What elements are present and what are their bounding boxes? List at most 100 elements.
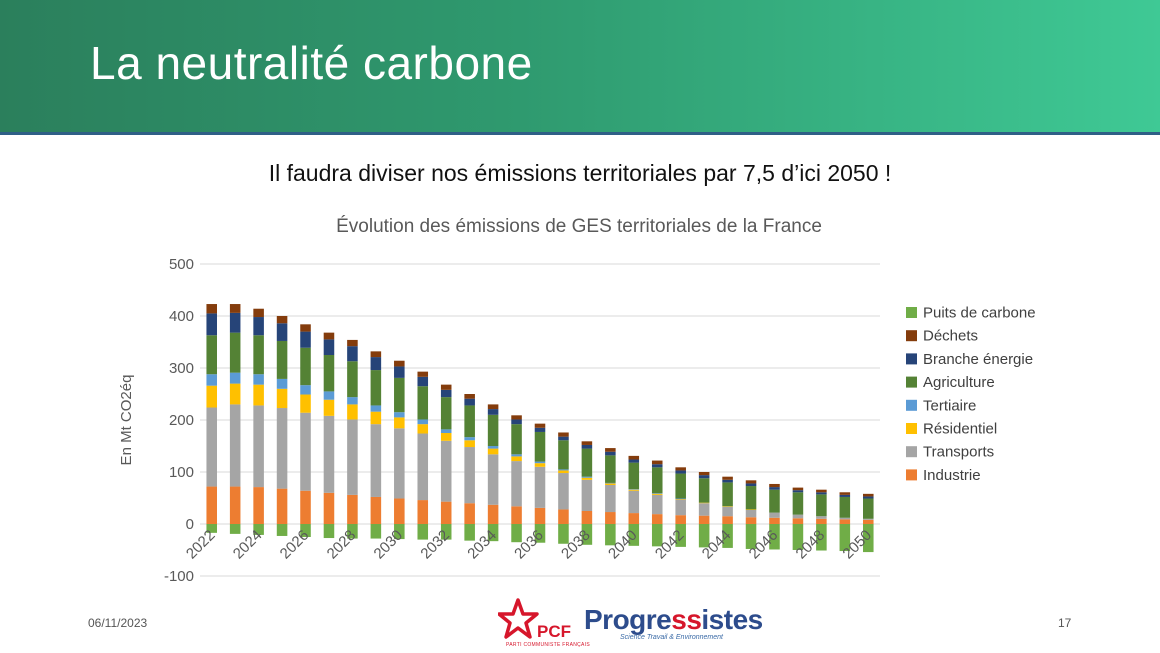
progressistes-logo: Progressistes: [584, 604, 763, 635]
bar-segment: [792, 492, 804, 515]
bar-segment: [769, 524, 780, 550]
bar-segment: [792, 524, 804, 550]
bar-segment: [675, 498, 686, 500]
bar-segment: [206, 486, 217, 524]
legend-label: Agriculture: [923, 374, 995, 391]
bar-segment: [206, 524, 217, 533]
bar-segment: [229, 332, 241, 373]
bar-segment: [300, 394, 311, 413]
bar-segment: [839, 524, 851, 552]
bar-segment: [722, 482, 733, 507]
bar-segment: [769, 483, 780, 488]
bar-segment: [440, 389, 452, 398]
bar-segment: [745, 486, 757, 510]
bar-segment: [370, 370, 382, 406]
bar-segment: [370, 424, 382, 497]
bar-segment: [675, 470, 686, 474]
bar-segment: [511, 524, 522, 543]
bar-segment: [605, 485, 616, 513]
bar-segment: [863, 493, 874, 497]
bar-segment: [558, 469, 569, 471]
bar-segment: [816, 489, 827, 493]
bar-segment: [417, 524, 429, 540]
bar-segment: [863, 498, 874, 519]
bar-segment: [839, 496, 851, 518]
bar-segment: [839, 517, 851, 520]
legend-label: Déchets: [923, 328, 978, 345]
bar-segment: [347, 494, 358, 524]
bar-segment: [253, 308, 264, 318]
bar-segment: [394, 524, 405, 540]
bar-segment: [206, 313, 217, 336]
bar-segment: [417, 386, 429, 420]
bar-segment: [605, 524, 616, 546]
bar-segment: [581, 479, 593, 511]
bar-segment: [558, 436, 569, 441]
emissions-chart: Évolution des émissions de GES territori…: [118, 216, 1036, 585]
bar-segment: [534, 427, 546, 432]
bar-segment: [487, 404, 499, 410]
bar-segment: [675, 499, 686, 500]
bar-segment: [605, 483, 616, 485]
bar-segment: [323, 399, 335, 416]
y-tick-label: -100: [164, 568, 194, 585]
bar-segment: [300, 385, 311, 395]
y-tick-label: 200: [169, 412, 194, 429]
bar-segment: [675, 467, 686, 471]
bar-segment: [605, 512, 616, 524]
bar-segment: [745, 483, 757, 487]
bar-segment: [253, 384, 264, 406]
pcf-logo-subtitle: PARTI COMMUNISTE FRANÇAIS: [506, 642, 590, 648]
bar-segment: [651, 467, 663, 494]
bar-segment: [276, 378, 288, 389]
y-axis-ticks: -100 0 100 200 300 400 500: [164, 256, 194, 585]
bar-segment: [839, 494, 851, 497]
legend-swatch: [906, 307, 917, 318]
bar-segment: [276, 340, 288, 379]
bar-segment: [487, 504, 499, 524]
bar-segment: [745, 480, 757, 484]
bar-segment: [300, 324, 311, 332]
bar-segment: [863, 496, 874, 499]
bar-segment: [628, 459, 640, 463]
pcf-logo-text: PCF: [537, 622, 571, 641]
legend-label: Tertiaire: [923, 397, 976, 414]
bar-segment: [487, 414, 499, 446]
bar-segment: [628, 489, 640, 491]
bar-segment: [534, 461, 546, 464]
bar-segment: [487, 409, 499, 415]
bar-segment: [651, 493, 663, 495]
bar-segment: [675, 473, 686, 499]
bar-segment: [534, 463, 546, 467]
y-tick-label: 100: [169, 464, 194, 481]
bar-segment: [323, 492, 335, 524]
bar-segment: [440, 429, 452, 433]
bar-segment: [816, 524, 827, 551]
bar-segment: [769, 512, 780, 518]
bar-segment: [534, 524, 546, 543]
bar-segment: [347, 404, 358, 420]
bar-segment: [300, 331, 311, 348]
pcf-star-logo: [498, 598, 539, 639]
progressistes-logo-subtitle: Science Travail & Environnement: [620, 634, 723, 641]
bar-segment: [651, 524, 663, 547]
legend-label: Résidentiel: [923, 421, 997, 438]
bar-segment: [722, 476, 733, 480]
bar-segment: [464, 398, 475, 406]
bar-segment: [792, 490, 804, 493]
bar-segment: [253, 405, 264, 488]
bar-segment: [792, 514, 804, 519]
bar-segment: [417, 371, 429, 377]
bar-segment: [605, 482, 616, 484]
bar-segment: [323, 524, 335, 539]
bar-segment: [323, 332, 335, 340]
bar-segment: [722, 479, 733, 483]
bar-segment: [323, 355, 335, 392]
bar-segment: [487, 448, 499, 455]
bar-segment: [370, 411, 382, 425]
bar-segment: [464, 503, 475, 524]
bar-segment: [276, 408, 288, 489]
bar-segment: [839, 519, 851, 524]
bar-segment: [347, 397, 358, 405]
bar-segment: [464, 440, 475, 448]
